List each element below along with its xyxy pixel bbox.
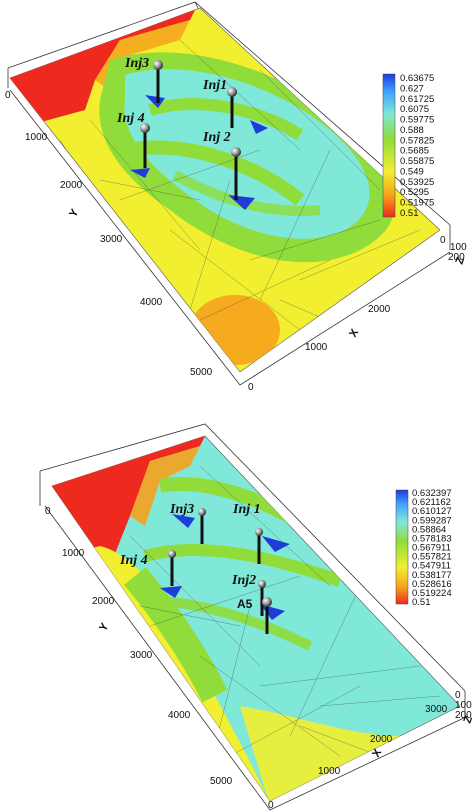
legend-label: 0.538177 — [412, 570, 452, 581]
well-label-inj1: Inj 1 — [232, 502, 261, 517]
well-label-inj2: Inj 2 — [202, 130, 231, 145]
legend-label: 0.528616 — [412, 579, 452, 590]
x-tick: 0 — [268, 800, 274, 811]
well-inj2: Inj2 — [231, 573, 266, 616]
well-label-inj4: Inj 4 — [119, 553, 148, 568]
legend-label: 0.57825 — [400, 135, 434, 146]
x-tick: 3000 — [425, 704, 448, 715]
legend-label: 0.557821 — [412, 552, 452, 563]
well-inj2: Inj 2 — [202, 130, 241, 200]
x-tick: 1000 — [318, 766, 341, 777]
legend-label: 0.599287 — [412, 515, 452, 526]
legend-label: 0.610127 — [412, 506, 452, 517]
bounding-box — [7, 1, 451, 386]
y-tick: 3000 — [100, 234, 123, 245]
z-axis: 0 100 200 Z — [455, 690, 474, 725]
y-tick: 2000 — [92, 596, 115, 607]
well-inj3: Inj3 — [169, 502, 206, 544]
legend-label: 0.632397 — [412, 488, 452, 499]
reservoir-surface — [51, 435, 461, 802]
z-axis: 0 100 200 Z — [440, 235, 467, 266]
simulation-plot-bottom: Inj3 Inj 1 Inj 4 Inj2 A5 — [0, 406, 474, 811]
x-tick: 0 — [248, 382, 254, 393]
legend-label: 0.6075 — [400, 104, 429, 115]
legend-label: 0.51 — [412, 597, 431, 608]
well-inj1: Inj1 — [202, 78, 237, 128]
reservoir-surface — [9, 7, 441, 373]
x-tick: 2000 — [368, 304, 391, 315]
x-tick: 1000 — [305, 342, 328, 353]
legend-label: 0.63675 — [400, 73, 434, 84]
bounding-box — [39, 423, 469, 811]
z-tick: 0 — [440, 235, 446, 246]
y-tick: 5000 — [190, 367, 213, 378]
legend-label: 0.53925 — [400, 177, 434, 188]
y-axis-title: Y — [97, 621, 111, 634]
z-tick: 100 — [455, 700, 472, 711]
legend-label: 0.51 — [400, 208, 419, 219]
z-tick: 200 — [448, 252, 465, 263]
y-tick: 0 — [5, 90, 11, 101]
legend-label: 0.549 — [400, 166, 424, 177]
color-legend: 0.6323970.6211620.6101270.5992870.588640… — [395, 488, 452, 608]
y-tick: 0 — [45, 506, 51, 517]
x-axis-title: X — [370, 747, 384, 760]
well-inj1: Inj 1 — [232, 502, 263, 564]
legend-label: 0.5685 — [400, 146, 429, 157]
legend-label: 0.578183 — [412, 533, 452, 544]
legend-label: 0.519224 — [412, 588, 452, 599]
well-label-inj4: Inj 4 — [116, 111, 145, 126]
legend-label: 0.627 — [400, 83, 424, 94]
legend-label: 0.621162 — [412, 497, 451, 508]
y-tick: 1000 — [25, 132, 48, 143]
well-label-inj2: Inj2 — [231, 573, 256, 588]
well-label-inj3: Inj3 — [124, 56, 149, 71]
y-tick: 5000 — [210, 776, 233, 787]
y-tick: 2000 — [60, 180, 83, 191]
y-tick: 4000 — [168, 710, 191, 721]
wells: Inj3 Inj1 Inj 4 Inj 2 — [116, 56, 241, 200]
wells: Inj3 Inj 1 Inj 4 Inj2 A5 — [119, 502, 272, 634]
well-inj4: Inj 4 — [116, 111, 150, 168]
legend-label: 0.61725 — [400, 94, 434, 105]
x-axis-title: X — [347, 327, 361, 340]
legend-label: 0.55875 — [400, 156, 434, 167]
well-a5: A5 — [237, 597, 272, 634]
z-axis-title: Z — [454, 255, 468, 266]
y-tick: 1000 — [62, 548, 85, 559]
y-axis-title: Y — [67, 207, 81, 220]
legend-label: 0.59775 — [400, 115, 434, 126]
color-legend: 0.636750.6270.617250.60750.597750.5880.5… — [382, 73, 434, 219]
well-label-inj1: Inj1 — [202, 78, 227, 93]
z-tick: 100 — [450, 242, 467, 253]
simulation-plot-top: Inj3 Inj1 Inj 4 Inj 2 0 1000 2000 — [0, 0, 474, 400]
legend-label: 0.567911 — [412, 543, 451, 554]
legend-label: 0.588 — [400, 125, 424, 136]
legend-label: 0.547911 — [412, 561, 451, 572]
well-inj3: Inj3 — [124, 56, 163, 103]
z-tick: 0 — [455, 690, 461, 701]
z-tick: 200 — [455, 710, 472, 721]
legend-label: 0.51975 — [400, 198, 434, 209]
y-tick: 4000 — [140, 297, 163, 308]
legend-label: 0.5295 — [400, 187, 429, 198]
y-axis: 0 1000 2000 3000 4000 5000 Y — [5, 90, 213, 378]
well-inj4: Inj 4 — [119, 550, 176, 586]
z-axis-title: Z — [462, 714, 474, 725]
legend-label: 0.58864 — [412, 524, 446, 535]
x-tick: 2000 — [370, 734, 393, 745]
well-label-a5: A5 — [237, 597, 253, 611]
y-tick: 3000 — [130, 650, 153, 661]
well-label-inj3: Inj3 — [169, 502, 194, 517]
